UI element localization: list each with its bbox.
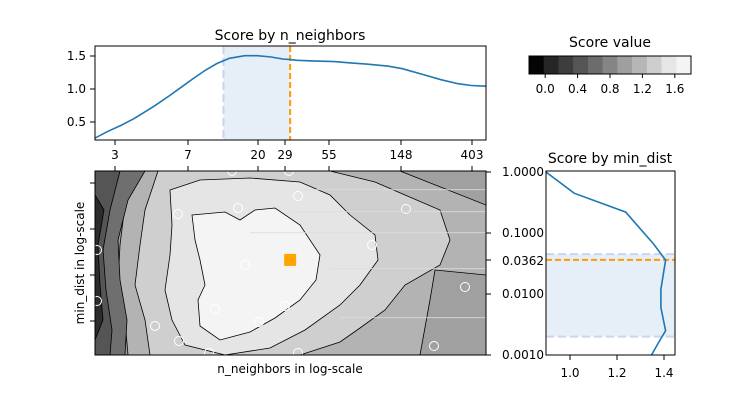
- right-x-axis: 1.0 1.2 1.4: [560, 355, 674, 380]
- right-x-tick-label: 1.0: [560, 366, 579, 380]
- colorbar-swatch: [587, 56, 603, 74]
- colorbar-swatch: [602, 56, 618, 74]
- top-score-line: [95, 54, 486, 139]
- top-frame: [94, 45, 487, 141]
- top-y-axis: 1.5 1.0 0.5: [67, 49, 95, 129]
- colorbar-swatch: [543, 56, 559, 74]
- min-dist-tick-label: 1.0000: [502, 165, 544, 179]
- colorbar-tick-label: 1.2: [633, 82, 652, 96]
- colorbar-tick-label: 0.0: [536, 82, 555, 96]
- best-point-marker: [284, 253, 297, 266]
- right-chart-title: Score by min_dist: [548, 151, 673, 167]
- top-x-axis: 3 7 20 29 55 148 403: [111, 140, 483, 162]
- right-score-line: [546, 171, 667, 355]
- top-y-tick-label: 0.5: [67, 115, 86, 129]
- colorbar: Score value 0.0 0.4 0.8 1.2 1.6: [528, 35, 692, 96]
- min-dist-tick-label: 0.0010: [502, 348, 544, 362]
- main-y-ticks-left: [90, 182, 95, 322]
- top-y-tick-label: 1.0: [67, 82, 86, 96]
- colorbar-swatch: [646, 56, 662, 74]
- colorbar-swatch: [617, 56, 633, 74]
- colorbar-ticks: 0.0 0.4 0.8 1.2 1.6: [536, 74, 684, 96]
- main-x-ticks: [114, 166, 473, 171]
- right-x-tick-label: 1.4: [654, 366, 673, 380]
- right-frame: [545, 170, 676, 356]
- main-frame: [94, 170, 487, 356]
- colorbar-tick-label: 0.4: [568, 82, 587, 96]
- top-x-tick-label: 3: [111, 148, 119, 162]
- colorbar-title: Score value: [569, 35, 651, 51]
- colorbar-swatch: [529, 56, 545, 74]
- top-x-tick-label: 29: [277, 148, 292, 162]
- top-x-tick-label: 148: [390, 148, 413, 162]
- top-x-tick-label: 20: [250, 148, 265, 162]
- colorbar-swatch: [661, 56, 677, 74]
- main-x-axis-label: n_neighbors in log-scale: [217, 362, 362, 376]
- colorbar-swatches: [529, 56, 692, 74]
- colorbar-swatch: [676, 56, 692, 74]
- main-y-axis-label: min_dist in log-scale: [73, 202, 87, 325]
- top-x-tick-label: 403: [461, 148, 484, 162]
- main-y-axis-right: 1.0000 0.1000 0.0362 0.0100 0.0010: [486, 165, 544, 362]
- colorbar-swatch: [632, 56, 648, 74]
- main-panel: n_neighbors in log-scale min_dist in log…: [73, 165, 544, 376]
- colorbar-swatch: [558, 56, 574, 74]
- colorbar-tick-label: 1.6: [665, 82, 684, 96]
- right-panel: Score by min_dist 1.0 1.2 1.4: [545, 151, 676, 380]
- top-chart-title: Score by n_neighbors: [215, 28, 366, 44]
- colorbar-swatch: [573, 56, 589, 74]
- min-dist-tick-label: 0.0100: [502, 287, 544, 301]
- top-x-tick-label: 55: [321, 148, 336, 162]
- top-y-tick-label: 1.5: [67, 49, 86, 63]
- top-x-tick-label: 7: [184, 148, 192, 162]
- colorbar-tick-label: 0.8: [600, 82, 619, 96]
- top-selected-range: [223, 46, 291, 140]
- min-dist-tick-label: 0.0362: [502, 254, 544, 268]
- top-panel: Score by n_neighbors 1.5 1.0 0.5: [67, 28, 487, 162]
- min-dist-tick-label: 0.1000: [502, 226, 544, 240]
- right-x-tick-label: 1.2: [607, 366, 626, 380]
- right-selected-range: [546, 254, 675, 337]
